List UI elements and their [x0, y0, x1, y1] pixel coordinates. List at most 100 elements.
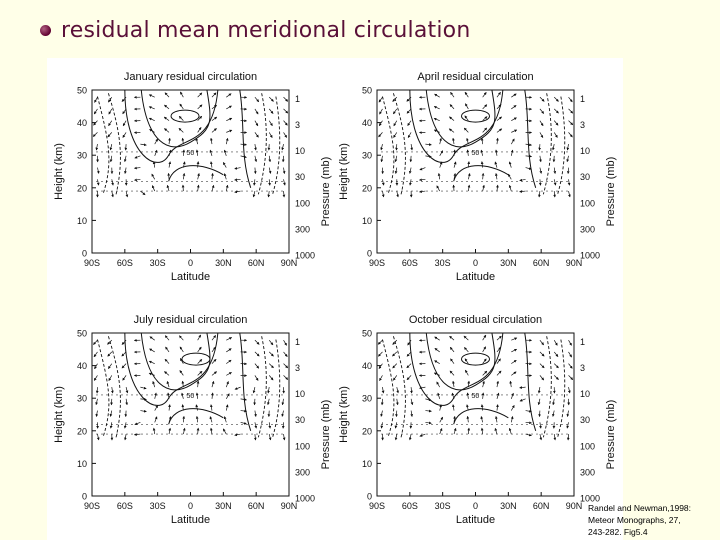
flow-arrow	[496, 358, 501, 364]
flow-arrow	[209, 404, 213, 411]
flow-arrow	[152, 380, 156, 388]
flow-arrow	[453, 415, 456, 423]
contour-line	[181, 352, 211, 366]
flow-arrow	[163, 116, 170, 121]
flow-arrow	[140, 397, 147, 401]
flow-arrow	[449, 116, 455, 121]
flow-arrow	[519, 386, 526, 389]
pressure-tick-label: 100	[580, 441, 595, 451]
flow-arrow	[197, 173, 200, 180]
flow-arrow	[181, 137, 185, 145]
x-tick-label: 30S	[150, 258, 166, 268]
flow-arrow	[182, 172, 186, 180]
flow-arrow	[168, 137, 171, 145]
contour-line	[461, 109, 490, 123]
flow-arrow	[93, 351, 98, 358]
y-tick-label: 50	[77, 329, 87, 339]
contour-line	[170, 109, 200, 123]
flow-arrow	[283, 120, 288, 126]
flow-arrow	[537, 398, 541, 406]
y-axis-label: Height (km)	[53, 143, 65, 200]
flow-arrow	[109, 144, 113, 151]
flow-arrow	[148, 360, 155, 364]
y-tick-label: 10	[77, 216, 87, 226]
flow-arrow	[393, 120, 398, 127]
flow-arrow	[380, 155, 384, 163]
flow-arrow	[494, 415, 498, 423]
pressure-tick-label: 3	[580, 363, 585, 373]
caption-line-3: 243-282. Fig5.4	[588, 527, 648, 537]
y-tick-label: 40	[77, 118, 87, 128]
slide-title-text: residual mean meridional circulation	[61, 18, 471, 43]
flow-arrow	[197, 127, 202, 133]
flow-arrow	[134, 155, 141, 159]
flow-arrow	[152, 427, 156, 435]
flow-arrow	[496, 404, 499, 411]
flow-arrow	[450, 91, 455, 98]
flow-arrow	[463, 127, 469, 133]
flow-arrow	[381, 190, 385, 198]
flow-arrow	[226, 105, 232, 110]
flow-arrow	[209, 416, 213, 423]
contour-line-dashed	[392, 93, 406, 195]
pressure-axis-label: Pressure (mb)	[605, 157, 617, 227]
flow-arrow	[154, 404, 158, 411]
flow-arrow	[121, 363, 127, 369]
flow-arrow	[482, 104, 488, 110]
x-axis-label: Latitude	[456, 514, 495, 526]
flow-arrow	[110, 387, 114, 394]
y-tick-label: 0	[82, 492, 87, 502]
flow-arrow	[166, 184, 170, 192]
pressure-tick-label: 10	[580, 146, 590, 156]
flow-arrow	[209, 137, 213, 145]
flow-arrow	[496, 91, 501, 98]
flow-arrow	[254, 144, 257, 151]
x-tick-label: 90N	[566, 501, 583, 511]
flow-arrow	[140, 386, 147, 390]
y-tick-label: 50	[362, 86, 372, 96]
flow-arrow	[553, 351, 559, 357]
flow-arrow	[140, 143, 147, 147]
x-tick-label: 0	[188, 501, 193, 511]
flow-arrow	[568, 96, 573, 103]
contour-line-dashed	[382, 339, 395, 438]
flow-arrow	[465, 369, 469, 376]
y-tick-label: 40	[362, 361, 372, 371]
contour-line	[453, 165, 509, 182]
flow-arrow	[568, 375, 574, 380]
flow-arrow	[466, 149, 470, 156]
flow-arrow	[553, 191, 556, 198]
pressure-tick-label: 10	[580, 389, 590, 399]
flow-arrow	[419, 190, 426, 193]
flow-arrow	[134, 421, 141, 425]
y-tick-label: 40	[77, 361, 87, 371]
flow-arrow	[467, 427, 471, 435]
flow-arrow	[234, 166, 241, 170]
flow-arrow	[482, 380, 485, 388]
flow-arrow	[519, 178, 526, 182]
flow-arrow	[267, 387, 270, 394]
flow-arrow	[419, 386, 426, 390]
flow-arrow	[133, 433, 141, 436]
flow-arrow	[510, 404, 515, 411]
flow-arrow	[496, 335, 502, 341]
pressure-tick-label: 300	[295, 467, 310, 477]
flow-arrow	[552, 410, 555, 417]
flow-arrow	[433, 106, 440, 110]
flow-arrow	[407, 120, 412, 126]
flow-arrow	[525, 421, 533, 425]
flow-arrow	[568, 351, 572, 358]
pressure-axis-label: Pressure (mb)	[320, 400, 332, 470]
x-tick-label: 60S	[117, 501, 133, 511]
flow-arrow	[494, 172, 498, 180]
flow-arrow	[480, 427, 484, 435]
y-tick-label: 10	[77, 459, 87, 469]
contour-line	[409, 332, 504, 406]
contour-line	[524, 332, 537, 431]
contour-line-dashed	[557, 96, 566, 195]
panel-title: April residual circulation	[417, 71, 533, 83]
flow-arrow	[409, 179, 412, 186]
x-tick-label: 60N	[533, 258, 550, 268]
flow-arrow	[209, 427, 213, 435]
flow-arrow	[425, 143, 432, 146]
